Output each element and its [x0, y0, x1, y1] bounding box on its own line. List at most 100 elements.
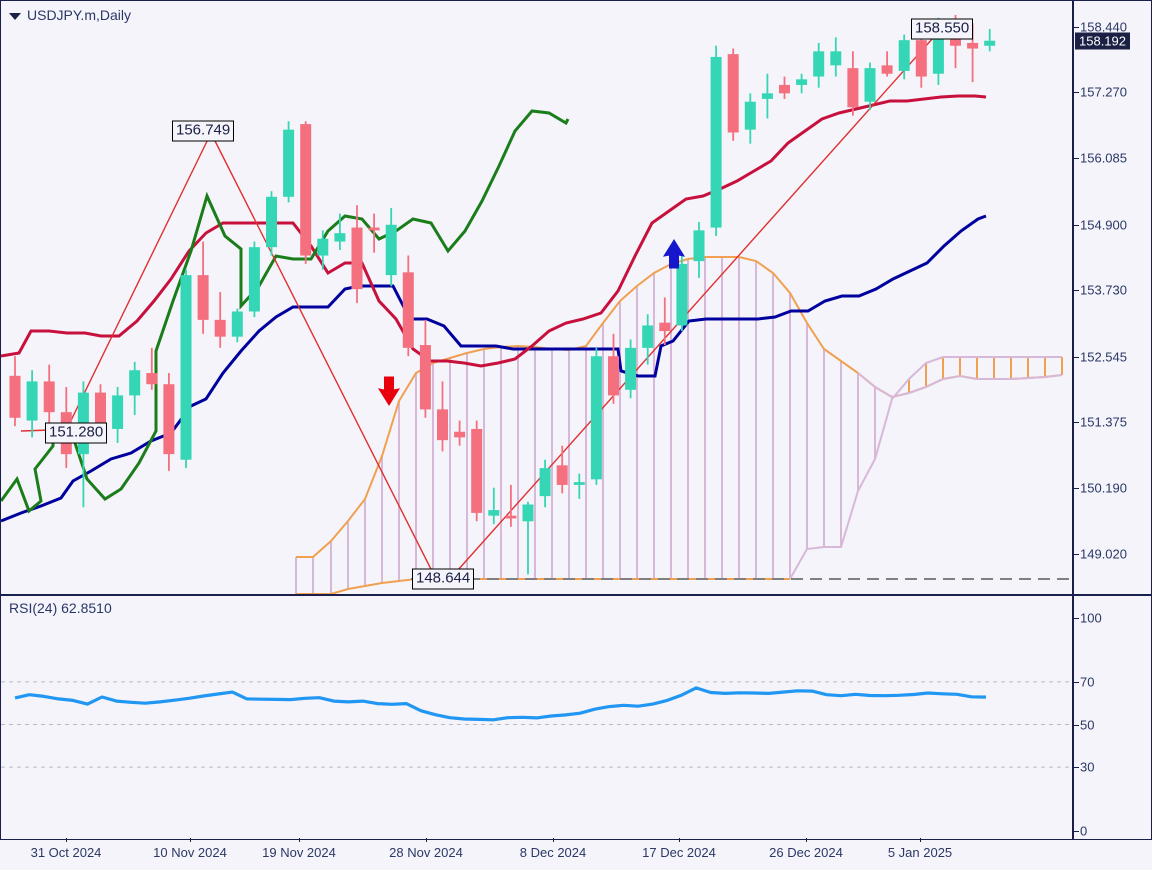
- rsi-indicator-pane[interactable]: RSI(24) 62.8510 100 70 50 30 0: [0, 595, 1152, 840]
- candle-body: [300, 124, 312, 256]
- date-axis-tick: [299, 838, 300, 842]
- candle-body: [573, 482, 585, 485]
- rsi-axis-label: 0: [1080, 823, 1088, 839]
- price-callout-label[interactable]: 158.550: [911, 18, 974, 40]
- price-callout-label[interactable]: 148.644: [412, 568, 475, 590]
- candle-body: [146, 373, 158, 385]
- candle-body: [95, 392, 106, 432]
- rsi-axis[interactable]: 100 70 50 30 0: [1072, 596, 1151, 839]
- date-axis-label: 31 Oct 2024: [30, 845, 102, 860]
- date-axis-label: 17 Dec 2024: [642, 845, 716, 860]
- price-axis-label: 157.270: [1080, 84, 1127, 100]
- price-axis-tick: [1074, 92, 1079, 94]
- candle-body: [625, 347, 637, 390]
- candle-body: [266, 196, 277, 248]
- tenkan-sen-line: [1, 94, 987, 368]
- candle-body: [847, 68, 859, 108]
- candle-body: [932, 26, 944, 74]
- date-axis-label: 10 Nov 2024: [153, 845, 227, 860]
- candle-body: [454, 431, 466, 438]
- price-axis-tick: [1074, 290, 1079, 292]
- price-chart-pane[interactable]: 156.749 151.280 148.644 158.550 USDJPY.m,Da…: [0, 0, 1152, 595]
- candle-body: [984, 40, 996, 46]
- page-title: USDJPY.m,Daily: [27, 7, 131, 23]
- candle-body: [368, 227, 380, 231]
- candle-body: [796, 79, 808, 85]
- date-axis-label: 8 Dec 2024: [519, 845, 587, 860]
- rsi-axis-tick: [1074, 767, 1079, 769]
- candle-body: [881, 65, 893, 74]
- price-axis-label: 151.375: [1080, 414, 1127, 430]
- candle-body: [112, 395, 124, 429]
- date-axis-label: 28 Nov 2024: [389, 845, 463, 860]
- current-price-badge: 158.192: [1075, 32, 1130, 50]
- candle-body: [9, 375, 21, 418]
- price-axis-label: 152.545: [1080, 349, 1127, 365]
- candle-body: [676, 263, 688, 326]
- candle-body: [402, 272, 414, 348]
- price-callout-label[interactable]: 151.280: [45, 422, 108, 444]
- rsi-axis-tick: [1074, 831, 1079, 832]
- candle-body: [471, 428, 483, 513]
- candle-body: [419, 345, 431, 410]
- candle-body: [505, 515, 517, 519]
- candle-body: [163, 384, 175, 455]
- candle-body: [556, 465, 568, 485]
- candle-body: [248, 247, 260, 312]
- price-axis-tick: [1074, 158, 1079, 160]
- rsi-gridlines: [1, 681, 1073, 768]
- date-axis-tick: [920, 838, 921, 842]
- rsi-axis-label: 30: [1080, 759, 1095, 775]
- price-axis-tick: [1074, 26, 1079, 28]
- candle-body: [659, 322, 671, 332]
- price-axis-tick: [1074, 224, 1079, 226]
- sell-signal-arrow-icon: [377, 376, 401, 406]
- price-axis-label: 158.440: [1080, 19, 1127, 35]
- price-axis[interactable]: 158.440 157.270 156.085 154.900 153.730 152.5…: [1072, 1, 1151, 594]
- date-axis-tick: [806, 838, 807, 842]
- rsi-plot-area[interactable]: [1, 596, 1073, 839]
- price-axis-label: 153.730: [1080, 282, 1127, 298]
- candle-body: [334, 233, 346, 242]
- candle-body: [197, 275, 209, 320]
- date-axis-tick: [190, 838, 191, 842]
- rsi-axis-tick: [1074, 724, 1079, 726]
- date-axis-tick: [66, 838, 67, 842]
- rsi-line: [14, 686, 987, 722]
- candle-body: [351, 227, 363, 290]
- candle-body: [915, 40, 927, 77]
- rsi-axis-label: 50: [1080, 717, 1095, 732]
- price-axis-label: 156.085: [1080, 150, 1127, 166]
- date-axis-label: 5 Jan 2025: [887, 845, 953, 860]
- price-axis-tick: [1074, 421, 1079, 423]
- candle-body: [761, 93, 773, 99]
- date-axis-label: 19 Nov 2024: [262, 845, 336, 860]
- price-callout-label[interactable]: 156.749: [172, 120, 235, 142]
- candle-body: [522, 504, 534, 522]
- rsi-axis-tick: [1074, 681, 1079, 683]
- ichimoku-cloud: [295, 256, 1063, 594]
- candle-body: [43, 381, 55, 413]
- price-axis-tick: [1074, 488, 1079, 490]
- candle-body: [830, 51, 842, 66]
- rsi-chart-svg: [1, 681, 1073, 768]
- rsi-axis-label: 100: [1080, 610, 1102, 626]
- price-plot-area[interactable]: 156.749 151.280 148.644 158.550: [1, 1, 1073, 594]
- price-axis-label: 149.020: [1080, 546, 1127, 562]
- candle-body: [779, 84, 790, 94]
- candle-body: [864, 68, 876, 102]
- candle-body: [539, 468, 551, 497]
- chevron-down-icon[interactable]: [9, 13, 21, 20]
- candle-body: [642, 325, 654, 348]
- candle-body: [231, 311, 243, 337]
- date-axis-label: 26 Dec 2024: [769, 845, 843, 860]
- candle-body: [317, 238, 329, 256]
- price-axis-tick: [1074, 356, 1079, 358]
- candle-body: [385, 224, 397, 276]
- rsi-axis-label: 70: [1080, 674, 1095, 690]
- candle-body: [488, 510, 500, 516]
- date-axis[interactable]: 31 Oct 2024 10 Nov 2024 19 Nov 2024 28 Nov …: [0, 838, 1072, 870]
- buy-signal-arrow-icon: [662, 239, 686, 269]
- price-chart-svg: [1, 14, 1073, 594]
